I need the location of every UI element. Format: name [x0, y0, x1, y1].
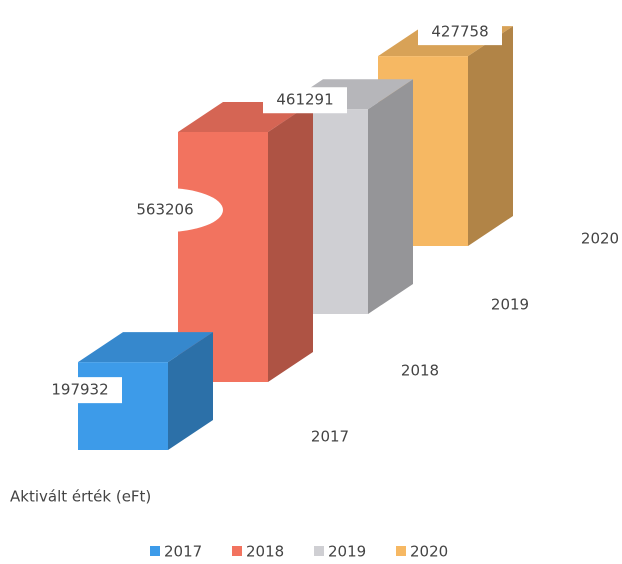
bar-front: [78, 362, 168, 450]
value-label-bg: [107, 188, 223, 232]
value-label: 197932: [51, 381, 108, 399]
bar-side: [168, 332, 213, 450]
legend-label: 2020: [410, 543, 448, 561]
bar: [178, 102, 313, 382]
legend-swatch: [396, 546, 406, 556]
legend-swatch: [232, 546, 242, 556]
legend-label: 2017: [164, 543, 202, 561]
value-label: 563206: [136, 201, 193, 219]
category-label: 2019: [491, 296, 529, 314]
axis-title: Aktivált érték (eFt): [10, 488, 151, 506]
legend-swatch: [150, 546, 160, 556]
category-label: 2020: [581, 230, 619, 248]
category-label: 2017: [311, 428, 349, 446]
bar-side: [368, 79, 413, 315]
value-label-bg: [418, 19, 502, 46]
value-label-bg: [38, 377, 122, 404]
legend-label: 2018: [246, 543, 284, 561]
category-label: 2018: [401, 362, 439, 380]
bar-side: [468, 26, 513, 246]
bar: [78, 332, 213, 450]
bar-side: [268, 102, 313, 382]
legend-swatch: [314, 546, 324, 556]
value-label: 461291: [276, 91, 333, 109]
value-label-bg: [263, 87, 347, 114]
legend-label: 2019: [328, 543, 366, 561]
bar-top: [78, 332, 213, 363]
value-label: 427758: [431, 23, 488, 41]
